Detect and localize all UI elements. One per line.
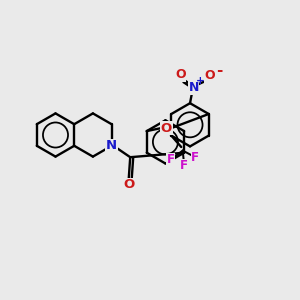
Text: F: F — [191, 151, 199, 164]
Text: -: - — [216, 63, 222, 78]
Text: N: N — [106, 139, 117, 152]
Text: O: O — [175, 68, 186, 81]
Text: +: + — [196, 76, 205, 86]
Text: O: O — [160, 122, 172, 135]
Text: O: O — [205, 69, 215, 82]
Text: F: F — [167, 153, 175, 166]
Text: N: N — [188, 81, 199, 94]
Text: F: F — [180, 159, 188, 172]
Text: O: O — [123, 178, 134, 191]
